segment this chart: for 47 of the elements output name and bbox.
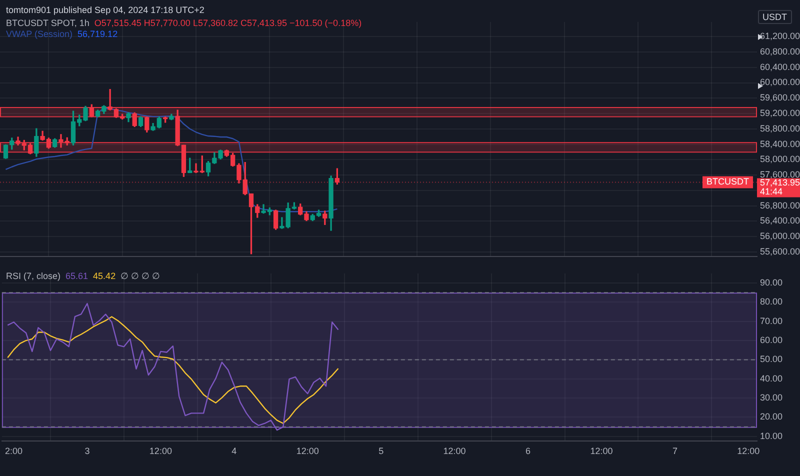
annotation: 65.61	[66, 271, 88, 281]
y-tick-label: 70.00	[760, 316, 783, 326]
y-tick-label: 56,400.00	[760, 216, 800, 226]
y-tick-label: 60.00	[760, 335, 783, 346]
y-axis-title: USDT	[758, 10, 792, 24]
x-tick-label: 2:00	[4, 446, 23, 456]
x-tick-label: 4	[232, 446, 237, 456]
y-tick-label: 59,200.00	[760, 108, 800, 118]
y-tick-label: 60,800.00	[760, 46, 800, 56]
y-tick-label: 50.00	[760, 354, 783, 364]
x-tick-label: 12:00	[737, 446, 760, 456]
y-tick-label: 60,000.00	[760, 77, 800, 88]
annotation: 56,719.12	[78, 29, 118, 39]
annotation: 45.42	[93, 271, 116, 281]
chart-title: RSI (7, close)	[6, 271, 61, 281]
y-tick-label: 61,200.00	[760, 31, 800, 42]
text: 41:44	[760, 186, 783, 197]
y-tick-label: 56,000.00	[760, 231, 800, 242]
text: VWAP (Session)	[6, 29, 73, 39]
y-tick-label: 55,600.00	[760, 246, 800, 256]
y-tick-label: 20.00	[760, 412, 783, 422]
text: tomtom901 published Sep 04, 2024 17:18 UTC+2	[6, 5, 204, 15]
y-tick-label: 80.00	[760, 296, 783, 307]
x-tick-label: 7	[672, 446, 678, 456]
ref-line-label: BTCUSDT	[706, 176, 750, 187]
y-tick-label: 90.00	[760, 277, 783, 288]
x-tick-label: 12:00	[590, 446, 613, 456]
y-tick-label: 57,600.00	[760, 170, 800, 180]
annotation: O57,515.45 H57,770.00 L57,360.82 C57,413.95 −101.50 (−0.18%)	[94, 18, 362, 28]
x-tick-label: 6	[526, 446, 531, 456]
y-tick-label: 60,400.00	[760, 62, 800, 72]
x-tick-label: 5	[378, 446, 384, 456]
y-tick-label: 10.00	[760, 430, 783, 441]
y-tick-label: 58,000.00	[760, 154, 800, 164]
x-tick-label: 12:00	[296, 446, 319, 456]
y-tick-label: 30.00	[760, 392, 783, 403]
x-tick-label: 12:00	[443, 446, 466, 456]
text: 57,413.95	[760, 178, 800, 188]
y-tick-label: 58,400.00	[760, 138, 800, 149]
x-tick-label: 3	[84, 446, 90, 456]
annotation: ∅ ∅ ∅ ∅	[120, 271, 160, 281]
y-tick-label: 58,800.00	[760, 123, 800, 134]
x-tick-label: 12:00	[149, 446, 172, 456]
chart-title: BTCUSDT SPOT, 1h	[6, 18, 90, 28]
y-tick-label: 40.00	[760, 373, 783, 384]
y-tick-label: 59,600.00	[760, 92, 800, 103]
y-tick-label: 56,800.00	[760, 200, 800, 210]
